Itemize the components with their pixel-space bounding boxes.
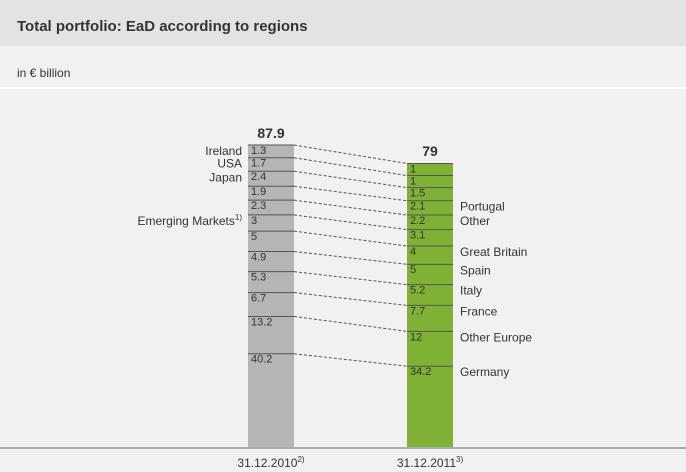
- segment: [407, 187, 453, 201]
- region-name: Italy: [460, 284, 482, 298]
- value-label: 12: [410, 331, 422, 343]
- bar-name: 31.12.2011: [397, 456, 456, 470]
- subtitle: in € billion: [17, 66, 70, 80]
- value-label: 3.1: [410, 230, 425, 242]
- value-label: 5: [251, 231, 257, 243]
- region-name: Ireland: [205, 144, 242, 158]
- region-label: Ireland: [205, 144, 242, 158]
- segment: [248, 231, 294, 252]
- segment: [248, 157, 294, 172]
- segment: [407, 200, 453, 216]
- value-label: 1.7: [251, 158, 266, 170]
- region-name: Other Europe: [460, 331, 532, 345]
- chart-title: Total portfolio: EaD according to region…: [17, 18, 308, 35]
- footnote: 2): [297, 455, 304, 464]
- value-label: 1.9: [251, 186, 266, 198]
- region-label: Emerging Markets1): [138, 213, 243, 228]
- region-name: Portugal: [460, 200, 505, 214]
- region-name: Emerging Markets: [138, 214, 235, 228]
- value-label: 2.4: [251, 171, 266, 183]
- x-label: 31.12.20113): [397, 455, 464, 470]
- region-name: France: [460, 305, 498, 319]
- region-name: USA: [217, 157, 242, 171]
- value-label: 1: [410, 175, 416, 187]
- connector: [293, 170, 408, 189]
- segment: [407, 284, 453, 306]
- segment: [248, 251, 294, 272]
- value-label: 40.2: [251, 354, 272, 366]
- value-label: 1.3: [251, 145, 266, 157]
- connector: [293, 250, 408, 265]
- region-label: USA: [217, 157, 242, 171]
- total-label: 79: [422, 143, 438, 159]
- connector: [293, 185, 408, 202]
- value-label: 5.3: [251, 272, 266, 284]
- connector: [293, 144, 408, 164]
- connector: [293, 230, 408, 247]
- bar-name: 31.12.2010: [237, 456, 297, 470]
- segment: [407, 246, 453, 265]
- value-label: 34.2: [410, 366, 431, 378]
- region-label: France: [460, 305, 498, 319]
- segment: [407, 331, 453, 367]
- region-label: Italy: [460, 284, 482, 298]
- region-label: Spain: [460, 263, 491, 277]
- segment: [248, 145, 294, 158]
- value-label: 2.3: [251, 200, 266, 212]
- value-label: 5.2: [410, 285, 425, 297]
- region-name: Other: [460, 214, 490, 228]
- segment: [407, 366, 453, 447]
- region-label: Other Europe: [460, 331, 532, 345]
- segment: [248, 214, 294, 232]
- region-name: Japan: [209, 170, 242, 184]
- region-label: Portugal: [460, 200, 505, 214]
- segment: [248, 353, 294, 447]
- value-label: 2.2: [410, 215, 425, 227]
- connector: [293, 315, 408, 332]
- total-label: 87.9: [257, 125, 284, 141]
- connector: [293, 199, 408, 216]
- segment: [248, 292, 294, 317]
- segment: [407, 215, 453, 230]
- region-label: Germany: [460, 365, 509, 379]
- connector: [293, 353, 408, 367]
- value-label: 1.5: [410, 188, 425, 200]
- connector: [293, 271, 408, 286]
- segment: [248, 271, 294, 293]
- segment: [248, 316, 294, 354]
- region-name: Germany: [460, 365, 509, 379]
- segment: [248, 171, 294, 187]
- segment: [248, 186, 294, 201]
- value-label: 2.1: [410, 201, 425, 213]
- segment: [248, 200, 294, 215]
- value-label: 4: [410, 246, 416, 258]
- value-label: 4.9: [251, 251, 266, 263]
- value-label: 13.2: [251, 316, 272, 328]
- value-label: 1: [410, 163, 416, 175]
- value-label: 5: [410, 264, 416, 276]
- segment: [407, 229, 453, 247]
- x-label: 31.12.20102): [237, 455, 305, 470]
- footnote: 3): [456, 455, 463, 464]
- region-label: Japan: [209, 170, 242, 184]
- region-label: Great Britain: [460, 245, 527, 259]
- value-label: 7.7: [410, 305, 425, 317]
- footnote: 1): [235, 213, 242, 222]
- connector: [293, 157, 408, 177]
- segment: [407, 305, 453, 332]
- segment: [407, 175, 453, 188]
- value-label: 3: [251, 215, 257, 227]
- region-label: Other: [460, 214, 490, 228]
- connector: [293, 292, 408, 306]
- segment: [407, 264, 453, 285]
- connector: [293, 214, 408, 231]
- header-band: [0, 0, 686, 46]
- region-name: Spain: [460, 263, 491, 277]
- region-name: Great Britain: [460, 245, 527, 259]
- value-label: 6.7: [251, 292, 266, 304]
- segment: [407, 163, 453, 176]
